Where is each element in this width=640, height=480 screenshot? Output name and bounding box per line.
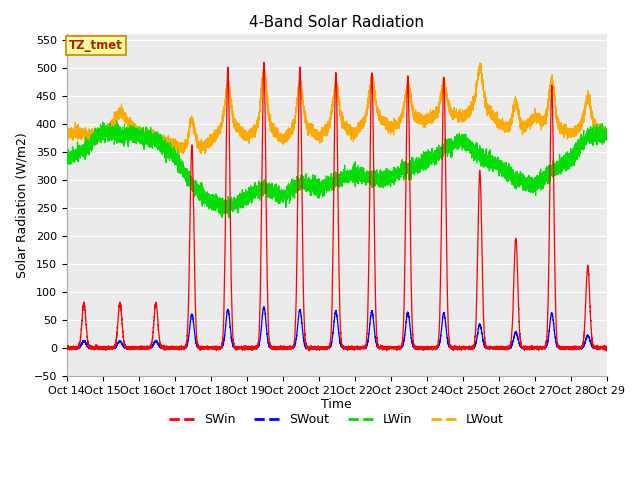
Text: TZ_tmet: TZ_tmet (69, 39, 124, 52)
Title: 4-Band Solar Radiation: 4-Band Solar Radiation (249, 15, 424, 30)
X-axis label: Time: Time (321, 398, 352, 411)
Legend: SWin, SWout, LWin, LWout: SWin, SWout, LWin, LWout (164, 408, 509, 431)
Y-axis label: Solar Radiation (W/m2): Solar Radiation (W/m2) (15, 132, 28, 278)
